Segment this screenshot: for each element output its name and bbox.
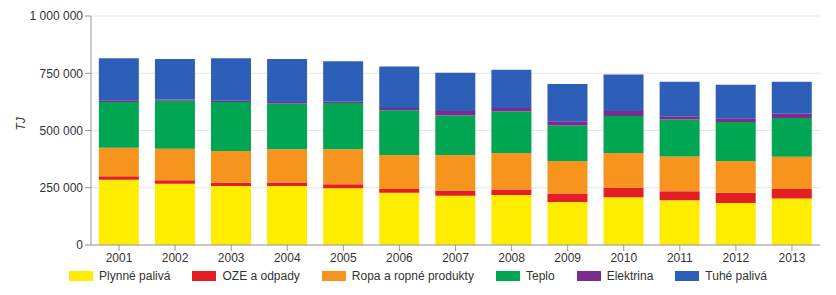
svg-text:2010: 2010 — [610, 251, 637, 265]
html-text:OZE a odpady: OZE a odpady — [222, 269, 300, 283]
svg-text:2001: 2001 — [106, 251, 133, 265]
svg-text:2011: 2011 — [667, 251, 693, 265]
svg-text:1 000 000: 1 000 000 — [30, 9, 84, 23]
html-text:Plynné palivá: Plynné palivá — [99, 269, 171, 283]
svg-text:0: 0 — [76, 238, 83, 252]
html-text:Teplo: Teplo — [526, 269, 555, 283]
svg-text:2007: 2007 — [442, 251, 469, 265]
svg-text:2012: 2012 — [723, 251, 750, 265]
svg-text:2009: 2009 — [554, 251, 581, 265]
svg-text:2002: 2002 — [162, 251, 189, 265]
svg-text:2008: 2008 — [498, 251, 525, 265]
svg-text:2003: 2003 — [218, 251, 245, 265]
svg-text:750 000: 750 000 — [40, 67, 84, 81]
svg-text:250 000: 250 000 — [40, 181, 84, 195]
svg-text:2005: 2005 — [330, 251, 357, 265]
svg-text:2006: 2006 — [386, 251, 413, 265]
svg-text:2004: 2004 — [274, 251, 301, 265]
html-text:Tuhé palivá: Tuhé palivá — [705, 269, 767, 283]
svg-text:TJ: TJ — [14, 116, 28, 130]
svg-text:2013: 2013 — [779, 251, 806, 265]
html-text:Elektrina: Elektrina — [606, 269, 654, 283]
html-text:Ropa a ropné produkty: Ropa a ropné produkty — [351, 269, 474, 283]
svg-text:500 000: 500 000 — [40, 124, 84, 138]
